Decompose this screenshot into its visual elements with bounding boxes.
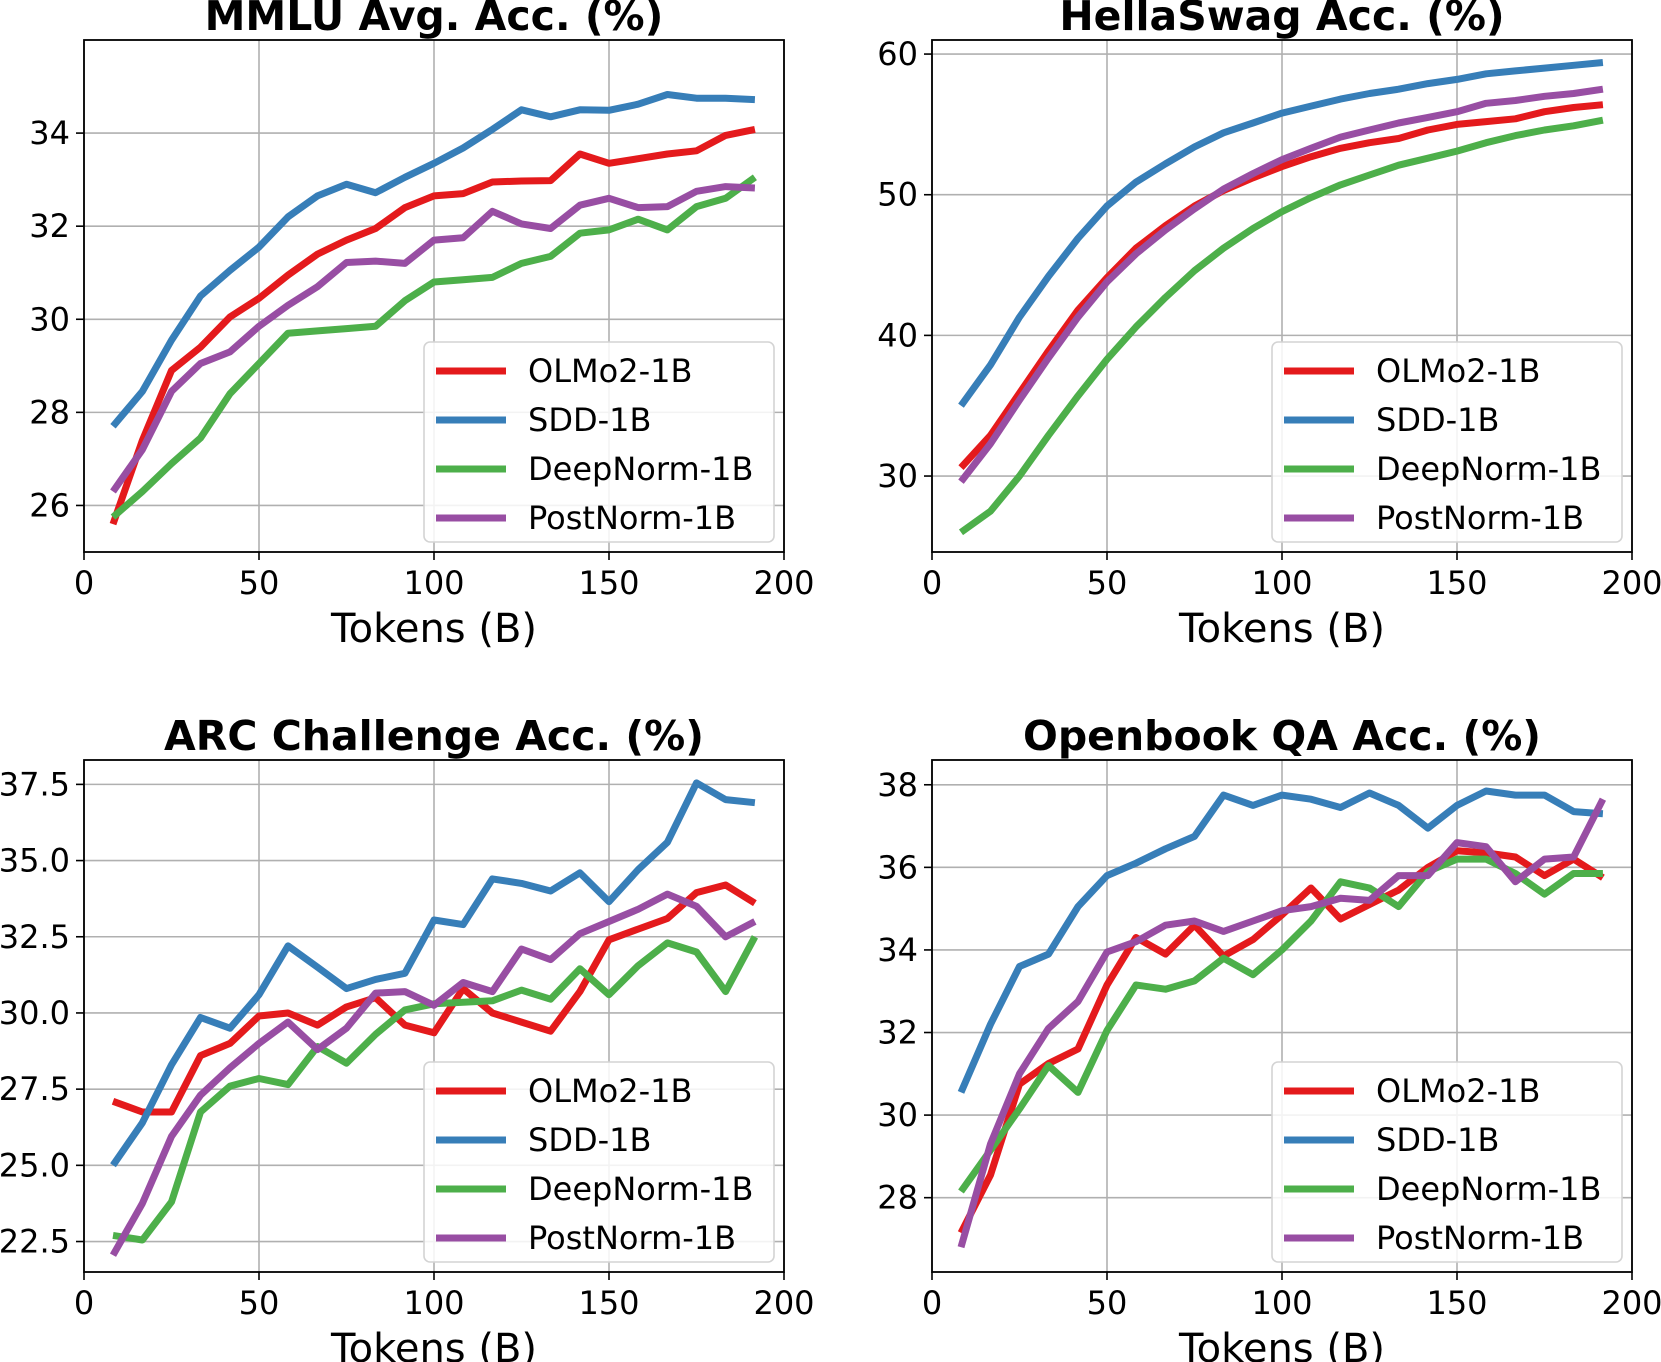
y-tick-label: 60 (877, 35, 918, 73)
legend-label: OLMo2-1B (1376, 352, 1540, 390)
y-tick-label: 32 (877, 1014, 918, 1052)
series-line-deepnorm-1b (958, 116, 1604, 536)
legend: OLMo2-1B SDD-1B DeepNorm-1B PostNorm-1B (1271, 1061, 1623, 1263)
x-tick-label: 200 (1601, 1284, 1661, 1322)
legend-label: PostNorm-1B (528, 499, 736, 537)
chart-title: ARC Challenge Acc. (%) (164, 712, 704, 760)
y-tick-label: 30 (877, 1096, 918, 1134)
x-tick-label: 150 (578, 564, 639, 602)
y-tick-label: 22.5 (0, 1223, 70, 1261)
x-tick-label: 0 (74, 1284, 94, 1322)
chart-panel-4: Openbook QA Acc. (%) 0 50 100 150 200 28 30 32 34… (877, 712, 1661, 1362)
x-tick-label: 0 (922, 564, 942, 602)
chart-panel-2: HellaSwag Acc. (%) 0 50 100 150 200 30 40 50 60 To… (877, 0, 1661, 652)
x-tick-label: 200 (753, 1284, 814, 1322)
x-axis-label: Tokens (B) (330, 606, 537, 652)
legend-label: SDD-1B (528, 401, 651, 439)
x-tick-label: 100 (403, 1284, 464, 1322)
y-tick-label: 35.0 (0, 842, 70, 880)
axes-frame (931, 759, 1633, 1273)
legend-label: SDD-1B (1376, 401, 1499, 439)
axes-frame (931, 39, 1633, 553)
series-line-postnorm-1b (110, 183, 756, 494)
legend-box (423, 341, 775, 543)
chart-title: Openbook QA Acc. (%) (1023, 712, 1541, 760)
legend-box (423, 1061, 775, 1263)
legend-label: DeepNorm-1B (528, 450, 753, 488)
x-axis-label: Tokens (B) (1178, 606, 1385, 652)
y-tick-label: 30 (29, 300, 70, 338)
x-tick-label: 50 (1087, 1284, 1128, 1322)
series-line-olmo2-1b (109, 125, 756, 526)
y-tick-label: 26 (29, 486, 70, 524)
x-tick-label: 150 (1426, 564, 1487, 602)
series-line-sdd-1b (110, 779, 756, 1168)
series-line-postnorm-1b (958, 85, 1604, 484)
legend-label: SDD-1B (1376, 1121, 1499, 1159)
series-line-sdd-1b (957, 787, 1604, 1094)
axes-frame (83, 759, 785, 1273)
axes-frame (83, 39, 785, 553)
legend-label: PostNorm-1B (1376, 499, 1584, 537)
x-tick-label: 100 (1251, 1284, 1312, 1322)
y-tick-label: 36 (877, 848, 918, 886)
x-tick-label: 100 (403, 564, 464, 602)
x-tick-label: 50 (239, 564, 280, 602)
y-tick-label: 28 (29, 393, 70, 431)
legend: OLMo2-1B SDD-1B DeepNorm-1B PostNorm-1B (1271, 341, 1623, 543)
y-tick-label: 38 (877, 766, 918, 804)
legend-label: DeepNorm-1B (528, 1170, 753, 1208)
y-tick-label: 27.5 (0, 1070, 70, 1108)
series-line-postnorm-1b (109, 890, 757, 1257)
y-tick-label: 32 (29, 207, 70, 245)
x-tick-label: 200 (753, 564, 814, 602)
series-line-sdd-1b (958, 59, 1604, 408)
legend-label: OLMo2-1B (528, 1072, 692, 1110)
series-line-olmo2-1b (111, 881, 757, 1116)
x-tick-label: 150 (1426, 1284, 1487, 1322)
series-line-sdd-1b (110, 91, 756, 429)
chart-panel-1: MMLU Avg. Acc. (%) 0 50 100 150 200 26 28 30 32 34… (29, 0, 814, 652)
legend-box (1271, 1061, 1623, 1263)
x-tick-label: 0 (74, 564, 94, 602)
legend: OLMo2-1B SDD-1B DeepNorm-1B PostNorm-1B (423, 341, 775, 543)
x-tick-label: 50 (239, 1284, 280, 1322)
legend: OLMo2-1B SDD-1B DeepNorm-1B PostNorm-1B (423, 1061, 775, 1263)
chart-title: MMLU Avg. Acc. (%) (205, 0, 664, 40)
legend-label: DeepNorm-1B (1376, 1170, 1601, 1208)
y-tick-label: 30 (877, 457, 918, 495)
legend-box (1271, 341, 1623, 543)
y-tick-label: 37.5 (0, 765, 70, 803)
chart-title: HellaSwag Acc. (%) (1059, 0, 1504, 40)
x-tick-label: 200 (1601, 564, 1661, 602)
y-tick-label: 32.5 (0, 918, 70, 956)
legend-label: SDD-1B (528, 1121, 651, 1159)
y-tick-label: 34 (29, 114, 70, 152)
legend-label: PostNorm-1B (528, 1219, 736, 1257)
y-tick-label: 25.0 (0, 1146, 70, 1184)
y-tick-label: 34 (877, 931, 918, 969)
y-tick-label: 28 (877, 1179, 918, 1217)
series-line-deepnorm-1b (958, 855, 1603, 1194)
x-axis-label: Tokens (B) (330, 1326, 537, 1362)
series-line-olmo2-1b (958, 101, 1604, 470)
legend-label: OLMo2-1B (528, 352, 692, 390)
series-line-deepnorm-1b (110, 174, 757, 520)
legend-label: DeepNorm-1B (1376, 450, 1601, 488)
legend-label: PostNorm-1B (1376, 1219, 1584, 1257)
legend-label: OLMo2-1B (1376, 1072, 1540, 1110)
x-tick-label: 100 (1251, 564, 1312, 602)
y-tick-label: 40 (877, 316, 918, 354)
series-line-postnorm-1b (957, 797, 1607, 1249)
chart-panel-3: ARC Challenge Acc. (%) 0 50 100 150 200 22.5 25… (0, 712, 815, 1362)
x-tick-label: 50 (1087, 564, 1128, 602)
x-tick-label: 150 (578, 1284, 639, 1322)
y-tick-label: 30.0 (0, 994, 70, 1032)
x-tick-label: 0 (922, 1284, 942, 1322)
x-axis-label: Tokens (B) (1178, 1326, 1385, 1362)
y-tick-label: 50 (877, 176, 918, 214)
